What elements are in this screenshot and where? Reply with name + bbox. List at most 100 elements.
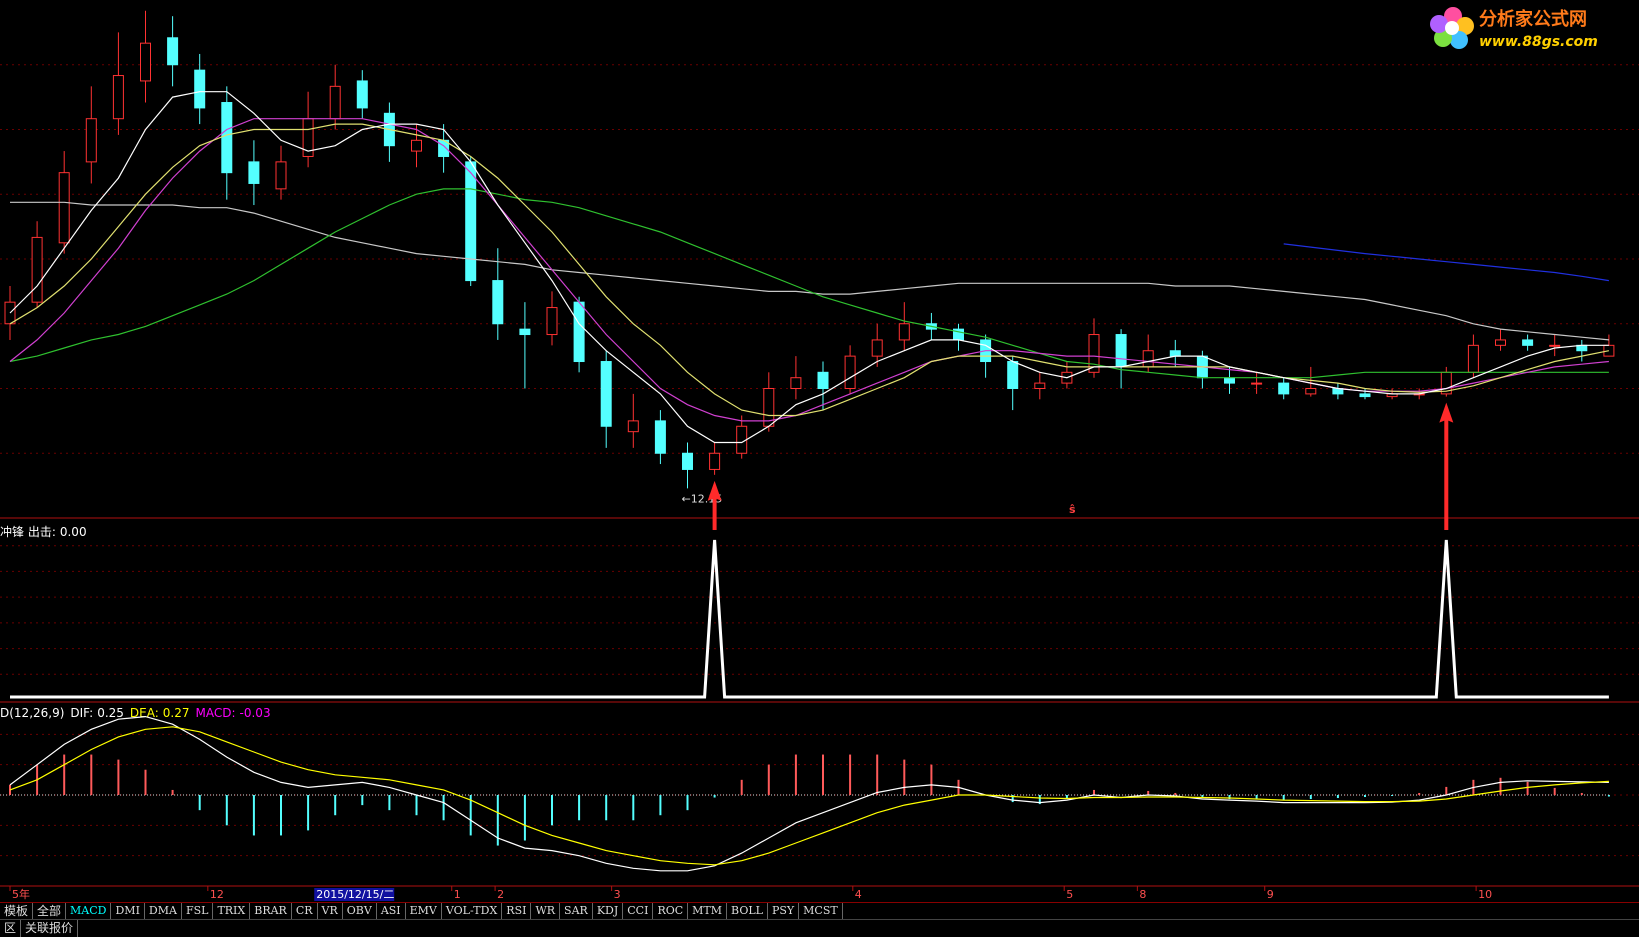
candle-body — [1007, 361, 1019, 390]
line-series — [9, 726, 1609, 866]
indicator-tab[interactable]: DMI — [111, 903, 145, 920]
candle-body — [844, 355, 856, 389]
logo-flower — [1430, 7, 1474, 49]
tab-bar: 模板 全部 MACD DMI DMA FSL TRIX BRAR CR VR OBV ASI EMV VO… — [0, 902, 1639, 920]
indicator-tab[interactable]: EMV — [406, 903, 442, 920]
indicator-tab[interactable]: CCI — [623, 903, 654, 920]
indicator-tab[interactable]: SAR — [560, 903, 593, 920]
candle-body — [709, 452, 721, 470]
candle-body — [1467, 344, 1479, 373]
logo-url: www.88gs.com — [1479, 34, 1598, 50]
x-tick-label: 5年 — [12, 887, 30, 901]
logo-title: 分析家公式网 — [1479, 8, 1587, 30]
signal-arrow — [1439, 402, 1454, 530]
candle-body — [682, 452, 693, 470]
indicator-tab[interactable]: 全部 — [33, 903, 67, 920]
indicator-title: D(12,26,9) DIF: 0.25 DEA: 0.27 MACD: -0.03 — [0, 706, 271, 720]
footer-bar: 区关联报价 — [0, 919, 1639, 937]
x-tick-label: 4 — [855, 888, 862, 901]
cursor-box — [314, 888, 395, 901]
x-tick-label: 3 — [614, 888, 621, 901]
candle-body — [167, 37, 179, 66]
candle-body — [1495, 339, 1506, 346]
candle-body — [519, 328, 531, 336]
candle-body — [1278, 382, 1290, 395]
line-series — [9, 91, 1609, 444]
candle-body — [85, 118, 97, 163]
candle-body — [1522, 339, 1534, 346]
legend-name: DEA: — [130, 706, 159, 720]
event-marker: ŝ — [1069, 503, 1076, 516]
line-series — [9, 123, 1610, 417]
candle-body — [1549, 344, 1561, 347]
indicator-tab[interactable]: 模板 — [0, 903, 34, 920]
candle-body — [1169, 350, 1181, 357]
x-tick-label: 9 — [1267, 888, 1274, 901]
candle-body — [1142, 350, 1154, 368]
indicator-value: 0.00 — [60, 525, 87, 539]
indicator-tab[interactable]: ROC — [653, 903, 689, 920]
cursor-label: 2015/12/15/二 — [316, 888, 394, 901]
indicator-tab[interactable]: ASI — [377, 903, 406, 920]
indicator-tab[interactable]: RSI — [502, 903, 532, 920]
indicator-tab[interactable]: FSL — [182, 903, 214, 920]
indicator-tab[interactable]: MACD — [66, 903, 112, 920]
candle-body — [871, 339, 883, 357]
candle-body — [221, 102, 233, 174]
indicator-title: 冲锋 出击: 0.00 — [0, 524, 87, 539]
candle-body — [58, 172, 70, 244]
candle-body — [1224, 377, 1235, 384]
indicator-tab[interactable]: BRAR — [250, 903, 292, 920]
indicator-tab[interactable]: PSY — [768, 903, 800, 920]
candle-body — [654, 420, 666, 454]
legend-name: DIF: — [70, 706, 93, 720]
indicator-tab[interactable]: BOLL — [727, 903, 768, 920]
indicator-tab[interactable]: CR — [292, 903, 318, 920]
candle-body — [465, 161, 477, 282]
candle-body — [1115, 334, 1127, 368]
candle-body — [140, 42, 151, 82]
candle-body — [112, 75, 124, 120]
candle-body — [600, 361, 612, 427]
line-series — [10, 201, 1609, 341]
line-series — [9, 188, 1609, 379]
candle-body — [573, 301, 585, 363]
footer-tab[interactable]: 区 — [0, 920, 22, 937]
indicator-tab[interactable]: VOL-TDX — [442, 903, 503, 920]
line-series — [1283, 243, 1609, 282]
legend-value: 0.25 — [97, 706, 124, 720]
candle-body — [790, 377, 802, 390]
indicator-tab[interactable]: DMA — [145, 903, 182, 920]
indicator-tab[interactable]: OBV — [343, 903, 377, 920]
background — [0, 0, 1639, 902]
candle-body — [898, 323, 910, 341]
x-tick-label: 8 — [1139, 888, 1146, 901]
candle-body — [546, 307, 558, 336]
indicator-tab[interactable]: MTM — [688, 903, 728, 920]
candle-body — [1359, 393, 1371, 398]
candle-body — [1251, 382, 1263, 385]
candle-body — [1034, 382, 1046, 389]
indicator-tab[interactable]: KDJ — [593, 903, 624, 920]
legend-value: 0.27 — [163, 706, 190, 720]
footer-tab[interactable]: 关联报价 — [21, 920, 79, 937]
legend-value: -0.03 — [240, 706, 271, 720]
candle-body — [411, 139, 422, 152]
indicator-tab[interactable]: MCST — [799, 903, 843, 920]
indicator-name: 冲锋 出击: — [0, 524, 56, 539]
indicator-tab[interactable]: WR — [531, 903, 561, 920]
candle-body — [817, 371, 829, 389]
legend-name: MACD: — [196, 706, 236, 720]
indicator-tab[interactable]: VR — [318, 903, 343, 920]
candle-body — [492, 280, 504, 325]
candle-body — [1305, 388, 1317, 395]
candle-body — [627, 420, 639, 433]
indicator-name: D(12,26,9) — [0, 706, 64, 720]
line-series — [9, 715, 1609, 872]
x-tick-label: 12 — [210, 888, 224, 901]
indicator-tab[interactable]: TRIX — [213, 903, 251, 920]
candle-body — [329, 85, 341, 120]
x-tick-label: 10 — [1478, 888, 1492, 901]
